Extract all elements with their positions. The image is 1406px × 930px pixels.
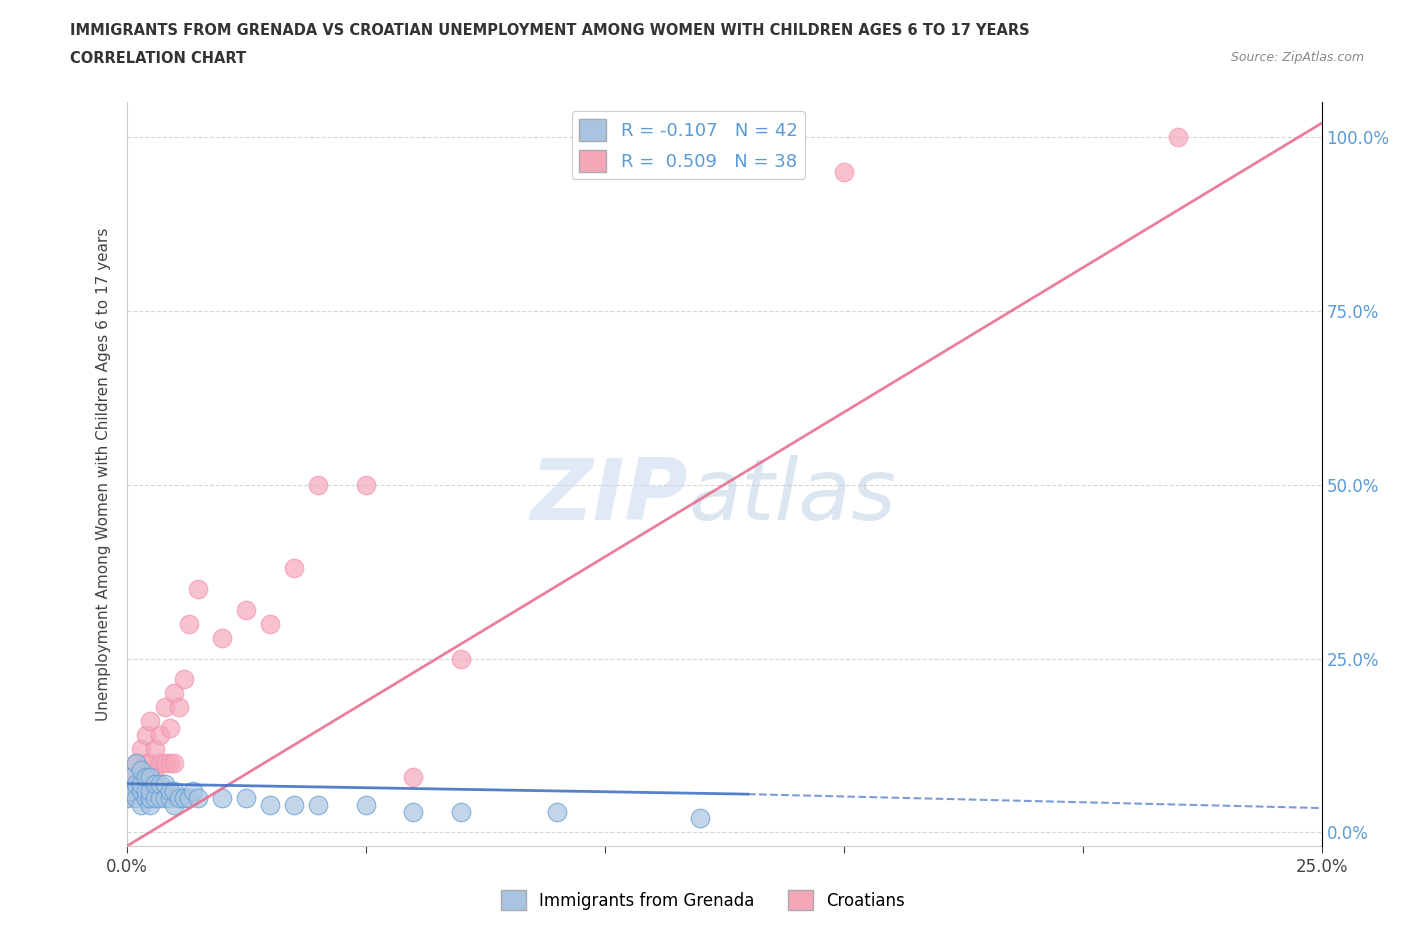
Point <box>120 769 142 784</box>
Point <box>832 165 855 179</box>
Point <box>159 783 181 798</box>
Point <box>1167 129 1189 144</box>
Point <box>125 755 148 770</box>
Point <box>143 790 166 805</box>
Point <box>163 686 186 701</box>
Point <box>115 790 138 805</box>
Point <box>135 755 157 770</box>
Legend: Immigrants from Grenada, Croatians: Immigrants from Grenada, Croatians <box>495 884 911 917</box>
Point <box>402 804 425 819</box>
Point <box>153 790 176 805</box>
Point <box>125 755 148 770</box>
Point <box>283 561 305 576</box>
Point <box>187 790 209 805</box>
Point <box>143 741 166 756</box>
Point <box>307 477 329 492</box>
Point <box>139 755 162 770</box>
Point <box>153 699 176 714</box>
Point <box>159 790 181 805</box>
Point <box>163 797 186 812</box>
Point <box>139 783 162 798</box>
Point <box>129 777 152 791</box>
Point <box>135 769 157 784</box>
Point <box>450 804 472 819</box>
Point <box>354 477 377 492</box>
Legend: R = -0.107   N = 42, R =  0.509   N = 38: R = -0.107 N = 42, R = 0.509 N = 38 <box>572 112 804 179</box>
Point <box>139 790 162 805</box>
Text: Source: ZipAtlas.com: Source: ZipAtlas.com <box>1230 51 1364 64</box>
Point <box>129 777 152 791</box>
Point <box>159 755 181 770</box>
Point <box>354 797 377 812</box>
Point <box>120 783 142 798</box>
Point <box>177 790 200 805</box>
Text: atlas: atlas <box>688 455 896 538</box>
Point <box>546 804 568 819</box>
Point <box>125 790 148 805</box>
Point <box>129 783 152 798</box>
Point <box>139 783 162 798</box>
Point <box>143 769 166 784</box>
Point <box>187 581 209 596</box>
Point <box>307 797 329 812</box>
Point <box>402 769 425 784</box>
Point <box>235 603 257 618</box>
Text: IMMIGRANTS FROM GRENADA VS CROATIAN UNEMPLOYMENT AMONG WOMEN WITH CHILDREN AGES : IMMIGRANTS FROM GRENADA VS CROATIAN UNEM… <box>70 23 1031 38</box>
Point <box>120 769 142 784</box>
Point <box>163 783 186 798</box>
Point <box>177 617 200 631</box>
Point <box>259 617 281 631</box>
Point <box>450 651 472 666</box>
Point <box>129 741 152 756</box>
Point <box>149 727 172 742</box>
Text: ZIP: ZIP <box>530 455 688 538</box>
Point <box>689 811 711 826</box>
Y-axis label: Unemployment Among Women with Children Ages 6 to 17 years: Unemployment Among Women with Children A… <box>96 228 111 721</box>
Point <box>139 769 162 784</box>
Point <box>173 790 195 805</box>
Point <box>135 727 157 742</box>
Point <box>235 790 257 805</box>
Point <box>149 790 172 805</box>
Point <box>120 783 142 798</box>
Point <box>183 783 205 798</box>
Point <box>153 755 176 770</box>
Point <box>163 755 186 770</box>
Point <box>135 769 157 784</box>
Point <box>135 790 157 805</box>
Point <box>129 763 152 777</box>
Point <box>283 797 305 812</box>
Point <box>159 721 181 736</box>
Point <box>149 777 172 791</box>
Point <box>173 672 195 687</box>
Point <box>167 699 190 714</box>
Point <box>125 777 148 791</box>
Point <box>153 777 176 791</box>
Text: CORRELATION CHART: CORRELATION CHART <box>70 51 246 66</box>
Point <box>139 713 162 728</box>
Point <box>115 790 138 805</box>
Point <box>143 777 166 791</box>
Point <box>125 783 148 798</box>
Point <box>211 631 233 645</box>
Point <box>211 790 233 805</box>
Point <box>149 755 172 770</box>
Point <box>129 763 152 777</box>
Point <box>139 797 162 812</box>
Point <box>129 797 152 812</box>
Point <box>135 783 157 798</box>
Point <box>259 797 281 812</box>
Point <box>167 790 190 805</box>
